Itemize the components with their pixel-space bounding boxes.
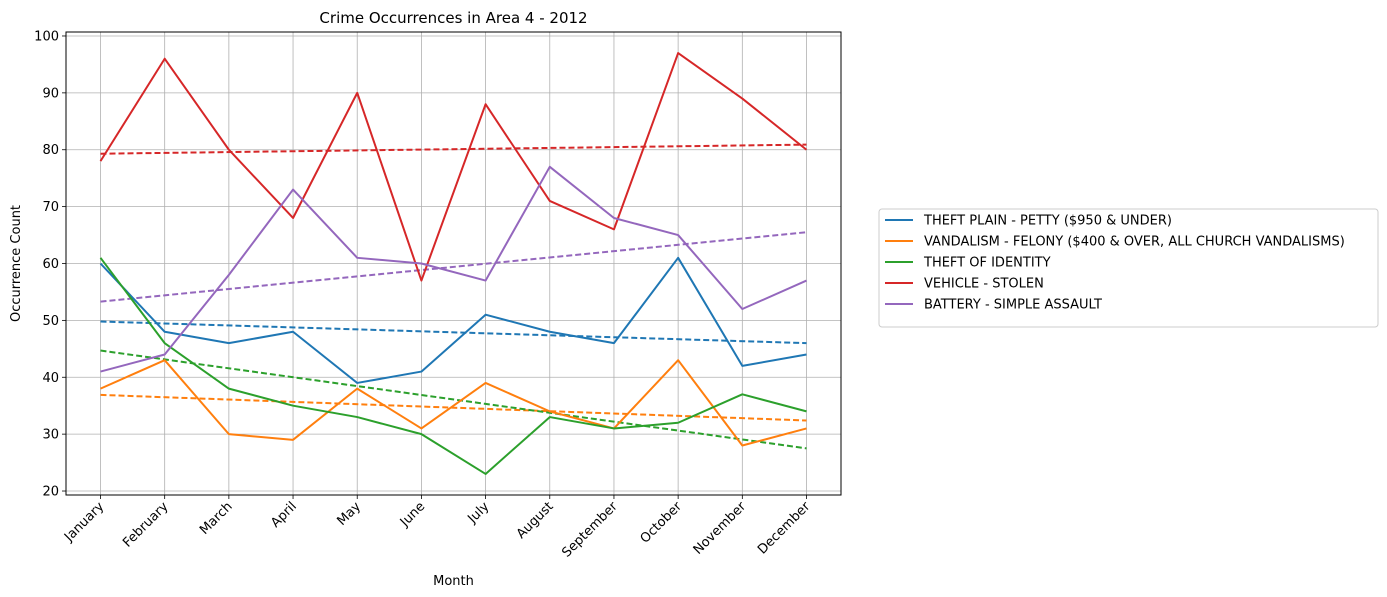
series-line [100,165,807,373]
x-tick-label: May [334,499,364,529]
y-tick-label: 20 [42,485,59,500]
x-tick-label: January [61,499,107,545]
x-tick-label: July [465,499,493,527]
legend-box [878,208,1379,328]
legend-label: THEFT OF IDENTITY [923,256,1051,271]
y-tick-label: 60 [42,257,59,272]
y-tick-label: 70 [42,200,59,215]
trend-layer [100,143,807,450]
series-line [100,359,807,447]
x-tick-label: December [755,499,814,558]
legend: THEFT PLAIN - PETTY ($950 & UNDER) VANDAL… [878,208,1379,328]
series-line [99,256,807,384]
x-tick-label: June [397,499,428,530]
series-line [99,52,808,282]
x-axis-label: Month [433,574,474,589]
series-line [99,257,807,475]
legend-label: BATTERY - SIMPLE ASSAULT [924,298,1102,313]
legend-label: VANDALISM - FELONY ($400 & OVER, ALL CHU… [924,235,1345,250]
series-layer [99,52,808,475]
trend-line [100,349,807,450]
y-tick-label: 30 [42,428,59,443]
y-tick-label: 80 [42,143,59,158]
y-axis-label: Occurrence Count [9,205,24,322]
y-tick-label: 50 [42,314,59,329]
y-tick-label: 100 [34,29,59,44]
x-tick-label: March [197,499,236,538]
x-tick-label: September [559,499,621,561]
grid-layer [66,32,841,495]
legend-label: VEHICLE - STOLEN [924,277,1044,292]
x-tick-label: November [691,499,750,558]
trend-line [100,143,807,155]
chart-title: Crime Occurrences in Area 4 - 2012 [319,9,587,27]
x-tick-label: October [638,499,686,547]
trend-line [100,320,807,345]
x-tick-label: February [120,499,172,551]
legend-label: THEFT PLAIN - PETTY ($950 & UNDER) [923,214,1172,229]
y-tick-label: 40 [42,371,59,386]
x-tick-label: April [268,499,300,531]
y-tick-label: 90 [42,86,59,101]
x-tick-label: August [514,499,557,542]
tick-layer: January February March April May June July Augu… [34,29,814,560]
trend-line [100,393,807,422]
trend-line [100,231,807,303]
